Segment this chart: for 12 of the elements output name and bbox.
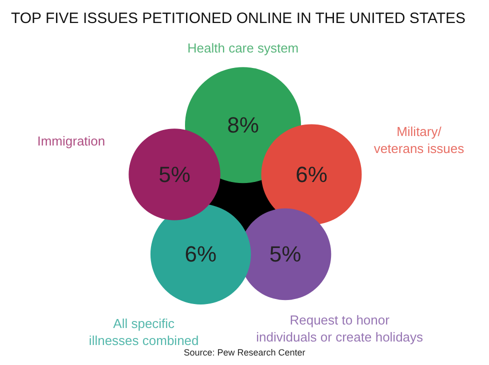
data-label: 5%	[269, 242, 302, 267]
category-label: Health care system	[187, 40, 299, 56]
data-label: 5%	[158, 162, 190, 187]
data-label: 8%	[227, 112, 259, 138]
data-label: 6%	[296, 162, 328, 187]
category-label: Military/ veterans issues	[374, 124, 465, 156]
source-note: Source: Pew Research Center	[184, 348, 306, 358]
category-label: All specific illnesses combined	[88, 316, 199, 348]
data-label: 6%	[184, 242, 217, 267]
category-label: Request to honor individuals or create holidays	[256, 312, 424, 344]
category-label: Immigration	[37, 134, 106, 149]
text: TOP FIVE ISSUES PETITIONED ONLINE IN THE UNITED STATES	[11, 10, 466, 27]
